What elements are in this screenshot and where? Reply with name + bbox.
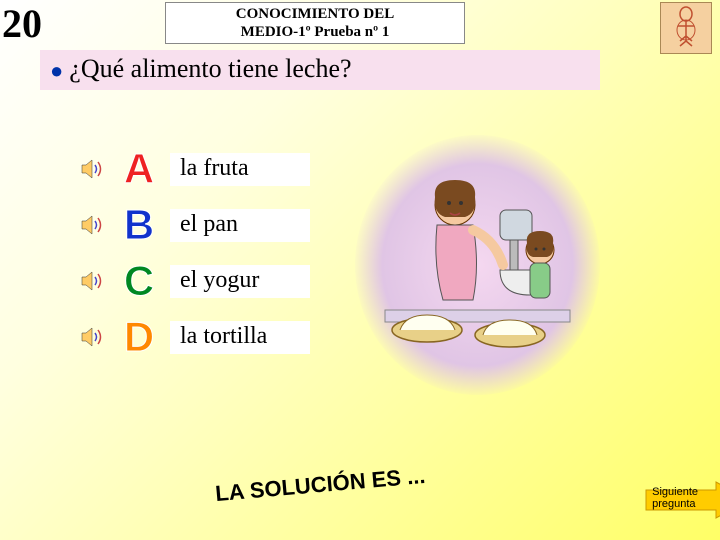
speaker-icon	[80, 213, 108, 237]
option-text-d: la tortilla	[170, 321, 310, 354]
option-text-a: la fruta	[170, 153, 310, 186]
bullet-icon: ●	[50, 58, 63, 83]
cooking-scene-icon	[355, 135, 600, 395]
option-c-row[interactable]: C el yogur	[80, 257, 380, 305]
solution-label[interactable]: LA SOLUCIÓN ES ...	[214, 463, 426, 507]
illustration-cooking	[355, 135, 600, 395]
option-letter-d: D	[116, 313, 160, 361]
next-line2: pregunta	[652, 498, 695, 510]
question-text: ¿Qué alimento tiene leche?	[69, 54, 351, 83]
option-text-c: el yogur	[170, 265, 310, 298]
speaker-icon	[80, 325, 108, 349]
speaker-icon	[80, 269, 108, 293]
subject-icon	[660, 2, 712, 54]
option-a-row[interactable]: A la fruta	[80, 145, 380, 193]
option-letter-a: A	[116, 145, 160, 193]
option-d-row[interactable]: D la tortilla	[80, 313, 380, 361]
body-icon	[666, 6, 706, 51]
option-letter-b: B	[116, 201, 160, 249]
header-line1: CONOCIMIENTO DEL	[236, 6, 395, 22]
options-list: A la fruta B el pan C el yogur D la tort…	[80, 145, 380, 369]
next-question-button[interactable]: Siguiente pregunta	[652, 486, 700, 510]
speaker-icon	[80, 157, 108, 181]
question-number: 20	[2, 0, 42, 47]
header-title: CONOCIMIENTO DEL MEDIO-1º Prueba nº 1	[165, 2, 465, 44]
header-line2: MEDIO-1º Prueba nº 1	[241, 24, 390, 40]
option-b-row[interactable]: B el pan	[80, 201, 380, 249]
next-label: Siguiente pregunta	[652, 486, 698, 510]
next-line1: Siguiente	[652, 486, 698, 498]
question-text-row: ●¿Qué alimento tiene leche?	[40, 50, 600, 90]
option-text-b: el pan	[170, 209, 310, 242]
option-letter-c: C	[116, 257, 160, 305]
